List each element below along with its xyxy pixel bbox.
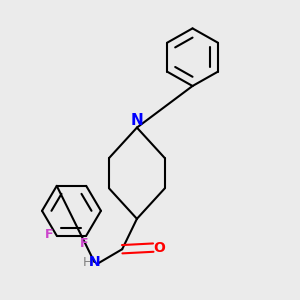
Text: H: H	[83, 256, 92, 268]
Text: N: N	[130, 113, 143, 128]
Text: F: F	[80, 237, 89, 250]
Text: F: F	[45, 228, 54, 241]
Text: N: N	[88, 255, 100, 269]
Text: O: O	[153, 241, 165, 255]
